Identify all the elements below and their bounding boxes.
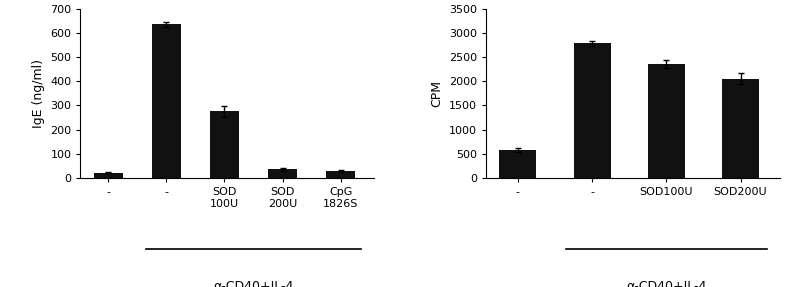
Text: α-CD40+IL-4: α-CD40+IL-4: [213, 280, 293, 287]
Bar: [326, 171, 355, 178]
Bar: [152, 24, 181, 178]
Bar: [94, 172, 123, 178]
Bar: [573, 43, 610, 178]
Bar: [210, 111, 238, 178]
Bar: [499, 150, 536, 178]
Y-axis label: CPM: CPM: [430, 80, 442, 107]
Y-axis label: IgE (ng/ml): IgE (ng/ml): [31, 59, 45, 128]
Bar: [647, 64, 684, 178]
Bar: [721, 79, 758, 178]
Text: α-CD40+IL-4: α-CD40+IL-4: [626, 280, 706, 287]
Bar: [267, 169, 296, 178]
